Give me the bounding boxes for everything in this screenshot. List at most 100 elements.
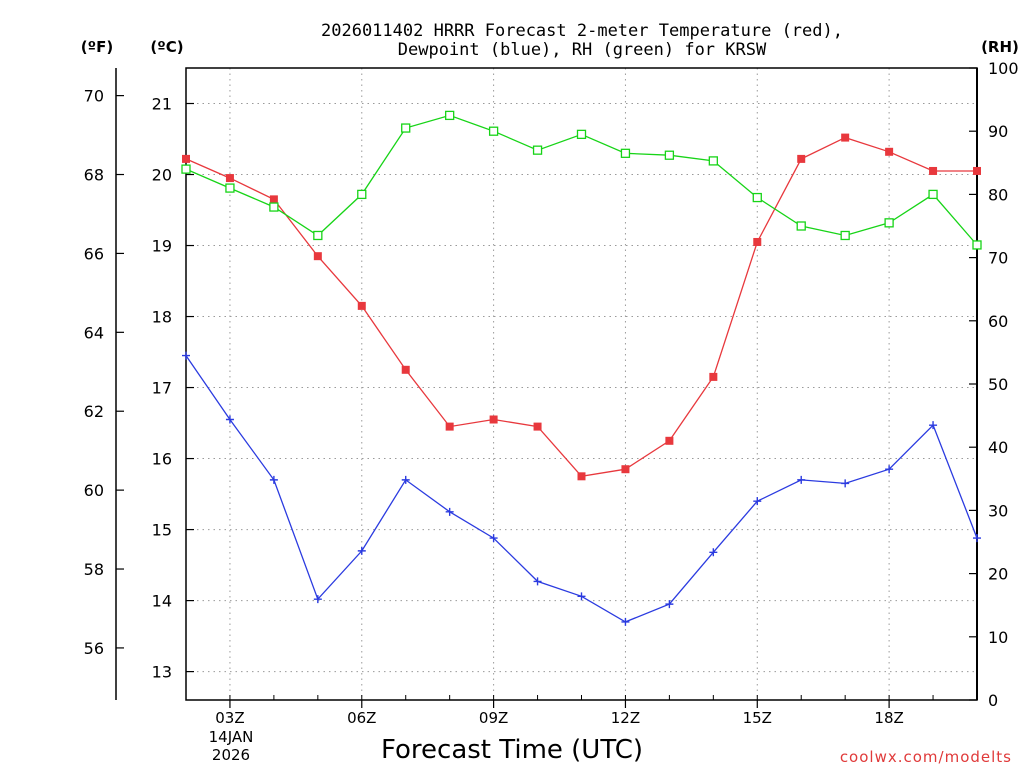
- rh-tick-label-60: 60: [988, 312, 1008, 331]
- f-tick-label-62: 62: [84, 402, 104, 421]
- temperature-point-2: [182, 154, 190, 163]
- rh-point-13: [664, 150, 675, 160]
- rh-tick-label-100: 100: [988, 59, 1019, 78]
- rh-tick-label-90: 90: [988, 122, 1008, 141]
- temperature-point-18: [885, 147, 894, 156]
- c-tick-label-15: 15: [152, 521, 172, 540]
- rh-point-8: [445, 110, 455, 121]
- rh-point-5: [313, 230, 323, 241]
- c-tick-label-17: 17: [152, 379, 172, 398]
- dewpoint-line: [185, 355, 978, 623]
- grid-lines: [186, 68, 977, 700]
- dewpoint-point-15: [753, 497, 762, 506]
- x-axis-title: Forecast Time (UTC): [381, 735, 643, 765]
- temperature-point-17: [841, 133, 850, 142]
- rh-point-2: [181, 164, 191, 174]
- temperature-point-6: [357, 301, 366, 310]
- rh-point-6: [357, 189, 367, 200]
- chart-title-line2: Dewpoint (blue), RH (green) for KRSW: [398, 40, 767, 60]
- date-label-day: 14JAN: [209, 728, 254, 746]
- temperature-point-13: [665, 436, 674, 445]
- rh-axis-unit: (RH): [981, 38, 1019, 56]
- rh-point-3: [225, 183, 235, 193]
- rh-axis: 0 10 20 30 40 50 60 70 80 90 100: [969, 59, 1019, 710]
- x-tick-label-06Z: 06Z: [347, 709, 376, 727]
- dewpoint-point-8: [445, 507, 454, 516]
- temperature-point-14: [709, 372, 718, 381]
- series-layer: [181, 110, 982, 626]
- f-tick-label-66: 66: [84, 244, 104, 263]
- dewpoint-point-9: [489, 534, 498, 543]
- temperature-point-3: [225, 174, 234, 183]
- dewpoint-point-2: [182, 351, 190, 360]
- dewpoint-point-12: [621, 617, 630, 626]
- dewpoint-point-17: [841, 479, 850, 488]
- f-tick-label-64: 64: [84, 323, 104, 342]
- x-tick-label-15Z: 15Z: [743, 709, 772, 727]
- rh-point-9: [488, 126, 499, 136]
- rh-tick-label-10: 10: [988, 628, 1008, 647]
- dewpoint-point-13: [665, 600, 674, 609]
- dewpoint-point-11: [577, 592, 586, 601]
- f-tick-label-70: 70: [84, 87, 104, 106]
- rh-tick-label-40: 40: [988, 438, 1008, 457]
- f-tick-label-68: 68: [84, 166, 104, 185]
- chart-title-line1: 2026011402 HRRR Forecast 2-meter Tempera…: [321, 21, 843, 41]
- dewpoint-point-4: [269, 475, 278, 484]
- temperature-point-20: [973, 166, 981, 175]
- rh-point-4: [269, 202, 279, 212]
- temperature-point-9: [489, 415, 498, 424]
- celsius-axis: 13 14 15 16 17 18 19 20 21: [152, 95, 194, 682]
- rh-point-20: [972, 240, 982, 250]
- temperature-point-4: [269, 195, 278, 204]
- rh-tick-label-0: 0: [988, 691, 998, 710]
- temperature-point-19: [929, 166, 938, 175]
- rh-point-16: [796, 221, 806, 231]
- c-tick-label-19: 19: [152, 237, 172, 256]
- fahrenheit-axis: 56 58 60 62 64 66 68 70: [84, 87, 124, 658]
- rh-tick-label-70: 70: [988, 249, 1008, 268]
- dewpoint-point-10: [533, 577, 542, 586]
- rh-tick-label-30: 30: [988, 501, 1008, 520]
- rh-tick-label-80: 80: [988, 185, 1008, 204]
- temperature-point-7: [401, 365, 410, 374]
- dewpoint-point-20: [973, 534, 981, 543]
- dewpoint-point-5: [313, 595, 322, 604]
- plot-frame: [185, 67, 978, 701]
- fahrenheit-axis-unit: (ºF): [81, 38, 113, 56]
- rh-point-12: [620, 148, 631, 158]
- rh-point-11: [576, 129, 587, 140]
- x-tick-label-03Z: 03Z: [215, 709, 244, 727]
- dewpoint-point-7: [401, 475, 410, 484]
- rh-point-7: [401, 123, 411, 133]
- temperature-point-15: [753, 237, 762, 246]
- dewpoint-point-16: [797, 475, 806, 484]
- c-tick-label-13: 13: [152, 663, 172, 682]
- watermark: coolwx.com/modelts: [840, 748, 1012, 766]
- temperature-point-10: [533, 422, 542, 431]
- time-axis: 03Z 06Z 09Z 12Z 15Z 18Z: [185, 695, 978, 727]
- f-tick-label-60: 60: [84, 481, 104, 500]
- date-label-year: 2026: [212, 746, 250, 764]
- rh-point-18: [884, 218, 894, 228]
- c-tick-label-18: 18: [152, 308, 172, 327]
- temperature-point-5: [313, 252, 322, 261]
- temperature-point-8: [445, 422, 454, 431]
- c-tick-label-14: 14: [152, 592, 172, 611]
- temperature-point-16: [797, 154, 806, 163]
- rh-point-10: [532, 145, 543, 155]
- x-tick-label-18Z: 18Z: [874, 709, 903, 727]
- dewpoint-point-18: [885, 465, 894, 474]
- c-tick-label-16: 16: [152, 450, 172, 469]
- rh-tick-label-20: 20: [988, 565, 1008, 584]
- c-tick-label-20: 20: [152, 166, 172, 185]
- rh-point-19: [928, 189, 938, 200]
- temperature-line: [185, 136, 977, 477]
- temperature-point-11: [577, 472, 586, 481]
- rh-point-15: [752, 192, 762, 203]
- temperature-point-12: [621, 465, 630, 474]
- rh-point-14: [708, 156, 718, 166]
- dewpoint-point-19: [929, 421, 938, 430]
- rh-point-17: [840, 230, 850, 241]
